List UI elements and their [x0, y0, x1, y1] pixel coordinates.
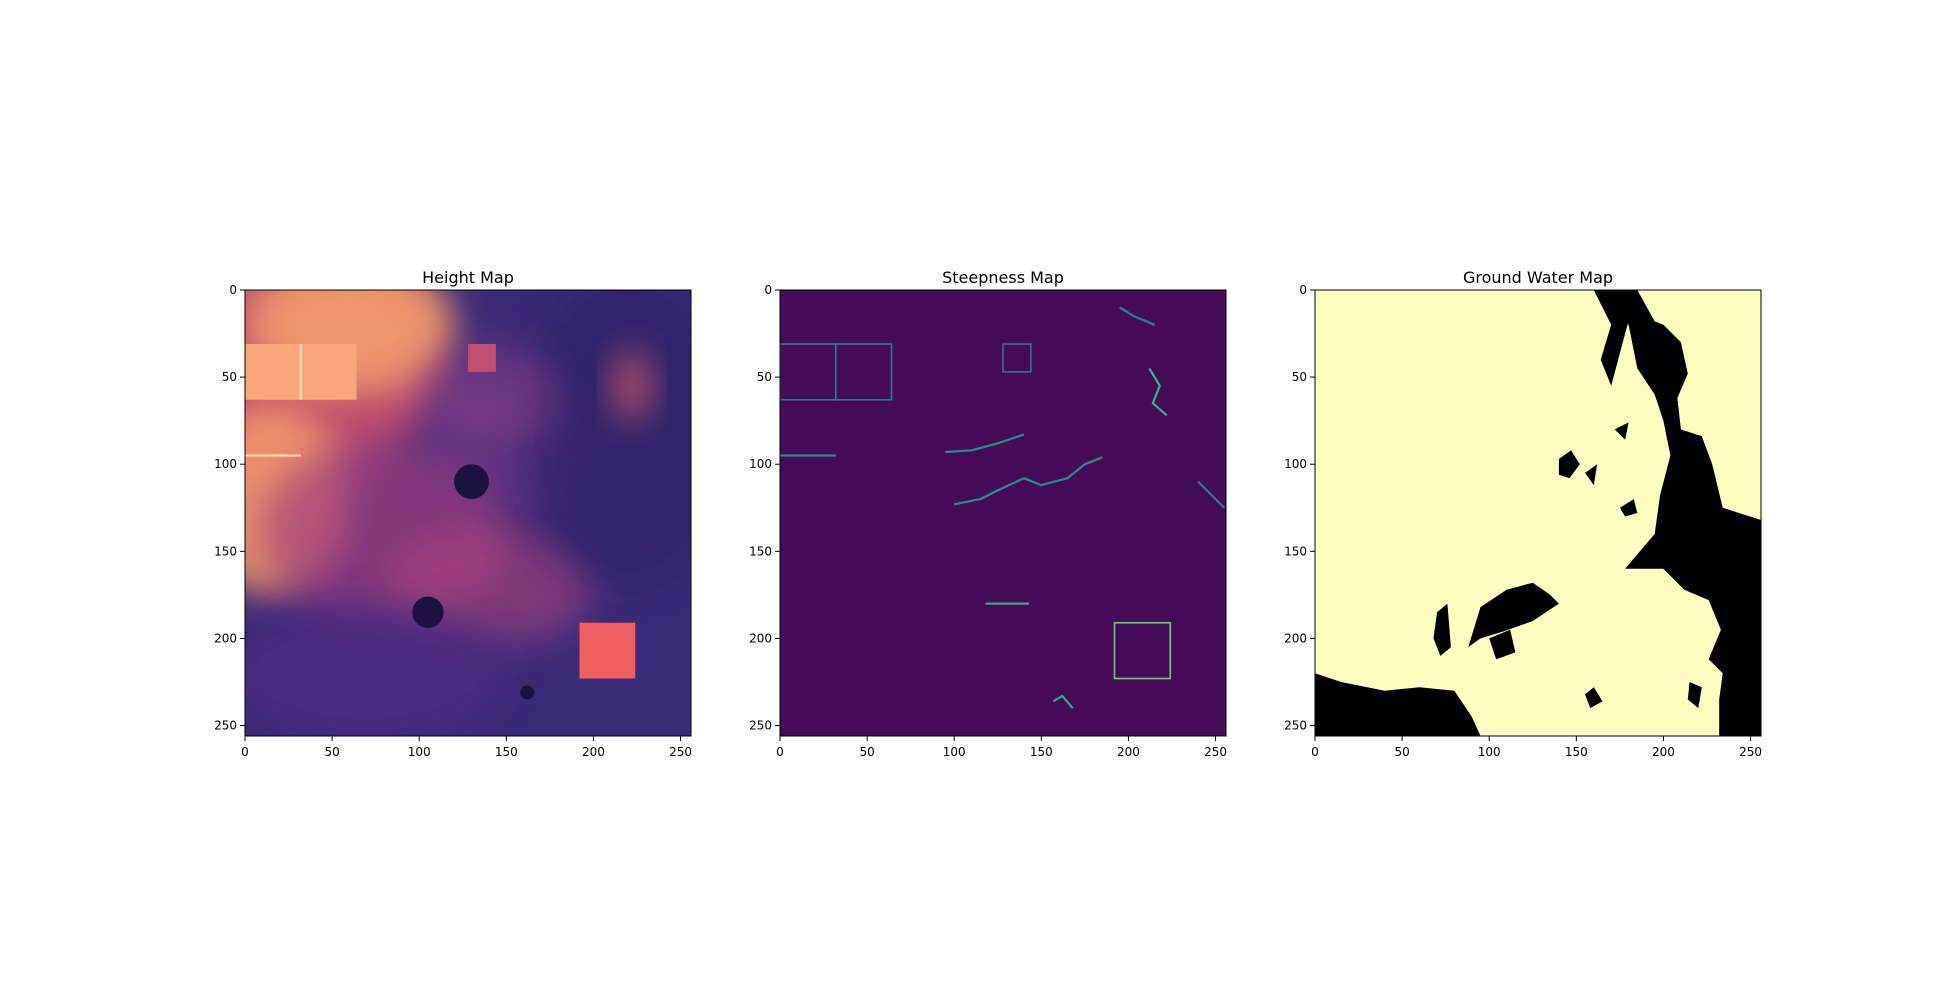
water-region	[1614, 422, 1629, 440]
x-tick-label: 50	[859, 745, 874, 759]
y-tick-label: 150	[214, 544, 237, 558]
y-tick-label: 250	[214, 719, 237, 733]
x-tick-label: 250	[669, 745, 692, 759]
steep-edge	[953, 456, 1103, 506]
water-region	[1585, 687, 1603, 709]
y-tick-label: 150	[749, 544, 772, 558]
dark-spot	[520, 685, 535, 700]
axes-frame	[779, 289, 1227, 737]
chart-title: Steepness Map	[942, 268, 1064, 287]
steep-outline	[1113, 621, 1172, 680]
x-tick-label: 150	[495, 745, 518, 759]
x-tick-label: 50	[1394, 745, 1409, 759]
steep-edge	[1197, 480, 1226, 509]
x-tick-label: 50	[324, 745, 339, 759]
water-region	[1558, 450, 1580, 479]
steep-edge	[1119, 306, 1156, 326]
y-tick-label: 50	[1292, 370, 1307, 384]
y-tick-label: 50	[222, 370, 237, 384]
water-region	[1585, 464, 1598, 486]
dark-spot	[454, 464, 489, 500]
steep-outline	[1002, 343, 1032, 373]
water-region	[1489, 629, 1516, 660]
x-tick-label: 250	[1739, 745, 1762, 759]
y-tick-label: 0	[764, 283, 772, 297]
chart-title: Ground Water Map	[1463, 268, 1613, 287]
x-tick-label: 100	[943, 745, 966, 759]
flat-patch	[579, 622, 636, 679]
axes-frame	[1314, 289, 1762, 737]
x-tick-label: 250	[1204, 745, 1227, 759]
x-tick-label: 0	[1311, 745, 1319, 759]
terrain-blob	[614, 350, 650, 421]
terrain-blob	[523, 290, 691, 587]
terrain-blob	[419, 342, 559, 447]
y-tick-label: 200	[214, 631, 237, 645]
y-tick-label: 250	[749, 719, 772, 733]
chart-title: Height Map	[422, 268, 514, 287]
dark-spot	[412, 596, 444, 628]
x-tick-label: 200	[582, 745, 605, 759]
x-tick-label: 200	[1117, 745, 1140, 759]
axes-frame	[244, 289, 692, 737]
terrain-blob	[245, 603, 507, 736]
y-tick-label: 50	[757, 370, 772, 384]
y-tick-label: 0	[1299, 283, 1307, 297]
plot-area	[245, 290, 691, 736]
y-tick-label: 200	[749, 631, 772, 645]
flat-patch	[468, 344, 496, 372]
plot-area	[1315, 290, 1761, 736]
subplot-2: 0 50 100 150 200 250 0 50 100 150 200 250 Steepness …	[749, 268, 1227, 759]
y-tick-label: 200	[1284, 631, 1307, 645]
water-region	[1687, 682, 1702, 709]
subplot-1: 0 50 100 150 200 250 0 50 100 150 200 250 Height Map	[214, 268, 692, 759]
water-region	[1619, 499, 1638, 517]
y-tick-label: 100	[749, 457, 772, 471]
steep-edge	[1148, 367, 1168, 417]
y-tick-label: 100	[1284, 457, 1307, 471]
x-tick-label: 150	[1030, 745, 1053, 759]
x-tick-label: 0	[241, 745, 249, 759]
y-tick-label: 150	[1284, 544, 1307, 558]
x-tick-label: 0	[776, 745, 784, 759]
subplot-3: 0 50 100 150 200 250 0 50 100 150 200 250 Ground Wat…	[1284, 268, 1762, 759]
x-tick-label: 150	[1565, 745, 1588, 759]
y-tick-label: 100	[214, 457, 237, 471]
water-region	[1315, 673, 1481, 736]
plot-area	[780, 290, 1226, 736]
x-tick-label: 100	[408, 745, 431, 759]
steep-outline	[834, 343, 893, 401]
x-tick-label: 200	[1652, 745, 1675, 759]
water-region	[1602, 290, 1761, 736]
steep-edge	[945, 433, 1025, 454]
y-tick-label: 250	[1284, 719, 1307, 733]
water-region	[1468, 582, 1559, 648]
water-region	[1433, 603, 1451, 656]
x-tick-label: 100	[1478, 745, 1501, 759]
steep-edge	[1052, 694, 1074, 709]
water-region	[1593, 290, 1638, 386]
y-tick-label: 0	[229, 283, 237, 297]
